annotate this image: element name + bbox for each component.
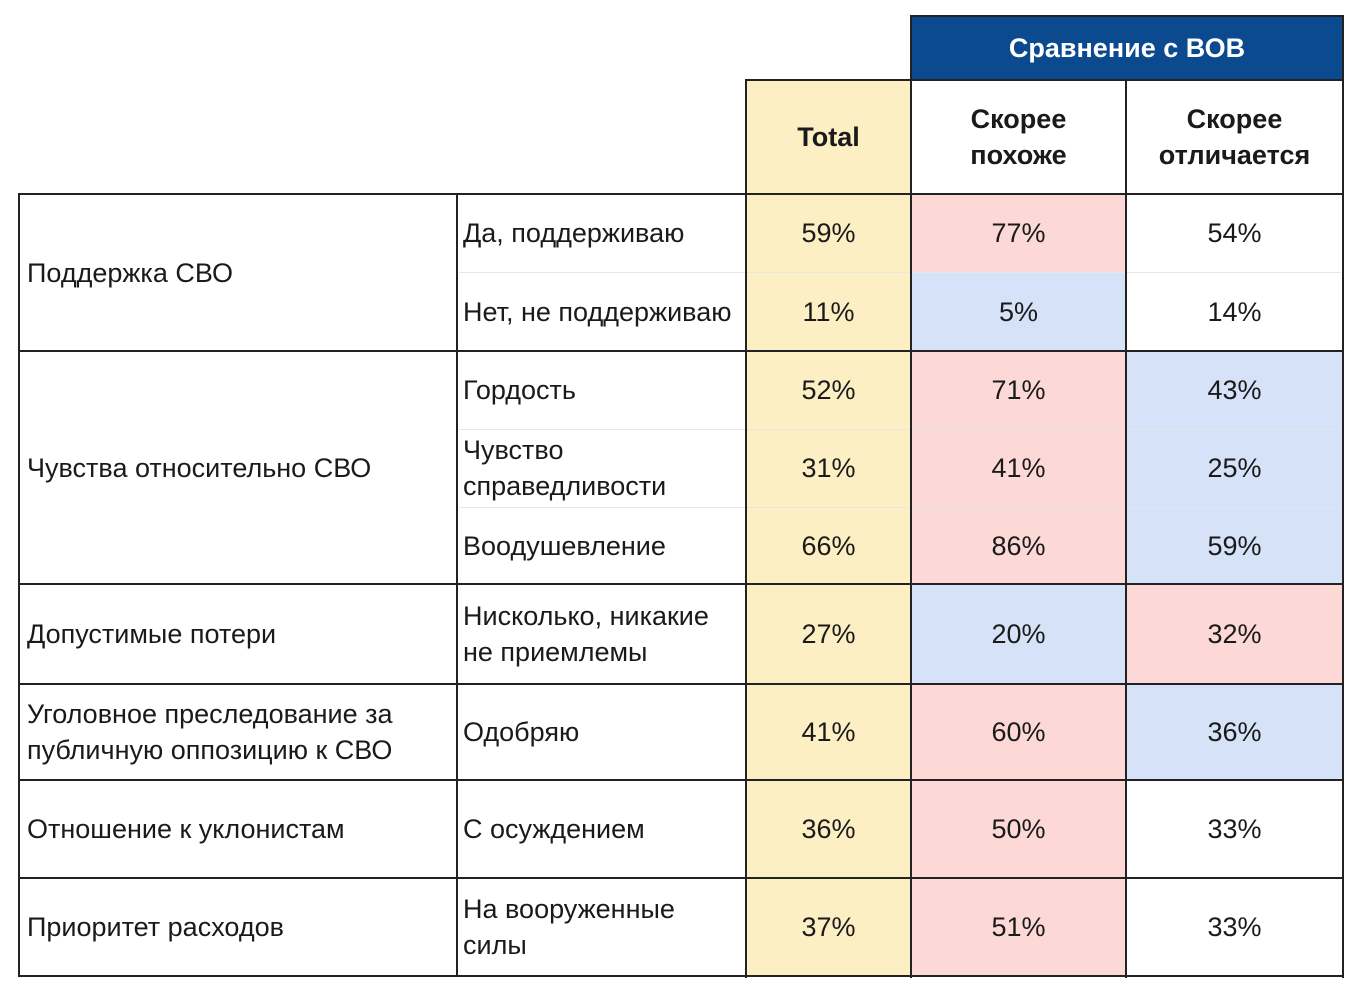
group-border [19, 683, 1344, 685]
value-similar: 77% [911, 194, 1126, 272]
column-border [456, 193, 458, 977]
value-different: 36% [1126, 684, 1343, 780]
row-label: Воодушевление [463, 530, 666, 561]
group-label: Поддержка СВО [27, 257, 233, 288]
value-different: 59% [1126, 507, 1343, 584]
value-total: 41% [746, 684, 911, 780]
column-header-total: Total [746, 80, 911, 194]
column-border [18, 193, 20, 977]
value-total: 31% [746, 429, 911, 507]
value-similar: 71% [911, 351, 1126, 429]
row-separator [459, 507, 1341, 508]
row-separator [459, 272, 1341, 273]
column-border [910, 15, 912, 978]
row-label: На вооруженные силы [463, 894, 675, 960]
row-label: С осуждением [463, 814, 645, 844]
group-label: Приоритет расходов [27, 912, 284, 942]
group-label: Отношение к уклонистам [27, 814, 345, 844]
group-header: Сравнение с ВОВ [911, 16, 1343, 80]
column-border [1342, 15, 1344, 978]
column-header-different-line1: Скорее [1186, 104, 1283, 134]
row-label: Нисколько, никакие не приемлемы [463, 601, 709, 667]
column-border [1125, 79, 1127, 978]
header-top-border [911, 15, 1344, 17]
column-header-different: Скорее отличается [1126, 80, 1343, 194]
value-different: 43% [1126, 351, 1343, 429]
row-label: Нет, не поддерживаю [463, 296, 732, 327]
value-total: 52% [746, 351, 911, 429]
row-label: Гордость [463, 375, 576, 405]
group-border [19, 877, 1344, 879]
row-label: Чувство справедливости [463, 435, 667, 501]
group-border [19, 779, 1344, 781]
value-different: 33% [1126, 780, 1343, 878]
column-header-different-line2: отличается [1158, 140, 1311, 170]
header-border [746, 79, 1344, 81]
value-different: 14% [1126, 272, 1343, 351]
value-similar: 5% [911, 272, 1126, 351]
value-total: 36% [746, 780, 911, 878]
group-border [19, 975, 1344, 977]
value-total: 27% [746, 584, 911, 684]
value-similar: 41% [911, 429, 1126, 507]
value-similar: 50% [911, 780, 1126, 878]
value-similar: 86% [911, 507, 1126, 584]
value-different: 33% [1126, 878, 1343, 976]
value-different: 32% [1126, 584, 1343, 684]
group-border [19, 350, 1344, 352]
value-similar: 60% [911, 684, 1126, 780]
column-header-similar: Скорее похоже [911, 80, 1126, 194]
value-different: 25% [1126, 429, 1343, 507]
value-different: 54% [1126, 194, 1343, 272]
value-total: 11% [746, 272, 911, 351]
row-separator [459, 429, 1341, 430]
group-label: Чувства относительно СВО [27, 452, 372, 483]
value-total: 37% [746, 878, 911, 976]
row-label: Одобряю [463, 717, 580, 747]
group-border [19, 583, 1344, 585]
value-total: 59% [746, 194, 911, 272]
group-border [19, 193, 1344, 195]
column-header-similar-line1: Скорее [970, 104, 1067, 134]
column-header-similar-line2: похоже [970, 140, 1067, 170]
value-similar: 20% [911, 584, 1126, 684]
group-label: Допустимые потери [27, 619, 277, 649]
row-label: Да, поддерживаю [463, 218, 685, 248]
group-label: Уголовное преследование за публичную опп… [27, 699, 393, 765]
value-similar: 51% [911, 878, 1126, 976]
value-total: 66% [746, 507, 911, 584]
column-border [745, 79, 747, 978]
